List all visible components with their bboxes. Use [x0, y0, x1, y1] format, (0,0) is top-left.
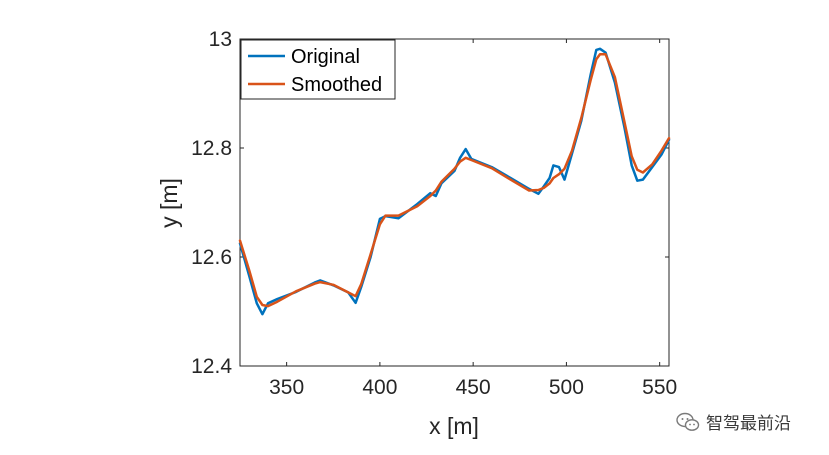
y-axis-label: y [m]: [156, 178, 182, 228]
wechat-icon: [676, 412, 700, 431]
x-tick-label: 450: [456, 376, 491, 399]
y-tick-label: 13: [209, 28, 232, 51]
watermark-text: 智驾最前沿: [706, 414, 791, 434]
legend-box: [240, 39, 396, 100]
x-axis-label: x [m]: [429, 413, 479, 439]
legend-label-original: Original: [291, 46, 360, 68]
y-axis-ticks: 12.4 12.6 12.8 13: [191, 28, 669, 378]
legend-label-smoothed: Smoothed: [291, 74, 382, 96]
x-tick-label: 500: [549, 376, 584, 399]
series-line-smoothed: [238, 53, 671, 308]
y-tick-label: 12.6: [191, 246, 232, 269]
y-tick-label: 12.8: [191, 137, 232, 160]
y-tick-label: 12.4: [191, 355, 232, 378]
x-tick-label: 350: [269, 376, 304, 399]
series-layer: [238, 47, 671, 316]
legend: Original Smoothed: [240, 39, 396, 100]
x-tick-label: 550: [642, 376, 677, 399]
x-tick-label: 400: [362, 376, 397, 399]
watermark: 智驾最前沿: [676, 409, 791, 434]
x-axis-ticks: 350 400 450 500 550: [269, 39, 677, 399]
